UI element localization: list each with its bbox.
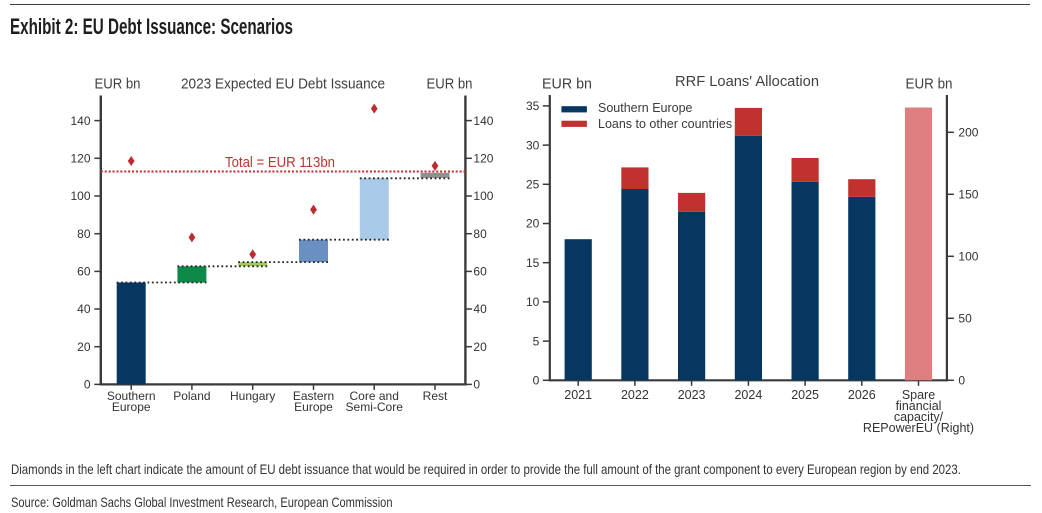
- svg-text:Spare: Spare: [902, 388, 935, 402]
- svg-text:Southern: Southern: [107, 389, 156, 403]
- svg-text:30: 30: [526, 138, 540, 152]
- svg-text:120: 120: [70, 152, 90, 166]
- svg-text:EUR bn: EUR bn: [427, 76, 473, 93]
- svg-text:140: 140: [473, 114, 493, 128]
- svg-text:20: 20: [473, 340, 487, 354]
- svg-text:Europe: Europe: [294, 400, 333, 414]
- svg-text:120: 120: [473, 152, 493, 166]
- svg-text:2023 Expected EU Debt Issuance: 2023 Expected EU Debt Issuance: [181, 76, 385, 93]
- svg-text:financial: financial: [896, 399, 942, 413]
- svg-text:2021: 2021: [564, 388, 592, 402]
- svg-text:Hungary: Hungary: [230, 389, 275, 403]
- svg-text:35: 35: [526, 99, 540, 113]
- svg-text:100: 100: [958, 250, 978, 264]
- svg-text:15: 15: [526, 256, 540, 270]
- svg-text:REPowerEU (Right): REPowerEU (Right): [863, 421, 974, 435]
- svg-text:0: 0: [84, 378, 91, 392]
- svg-text:2025: 2025: [791, 388, 819, 402]
- svg-text:100: 100: [473, 189, 493, 203]
- svg-text:80: 80: [473, 227, 487, 241]
- svg-text:EUR bn: EUR bn: [542, 76, 592, 93]
- svg-text:20: 20: [77, 340, 91, 354]
- svg-text:Rest: Rest: [423, 389, 448, 403]
- svg-text:60: 60: [77, 265, 91, 279]
- svg-text:Core and: Core and: [350, 389, 399, 403]
- svg-text:40: 40: [473, 302, 487, 316]
- svg-text:EUR bn: EUR bn: [906, 76, 953, 93]
- svg-text:2026: 2026: [848, 388, 876, 402]
- svg-text:Southern Europe: Southern Europe: [598, 101, 693, 115]
- svg-text:60: 60: [473, 265, 487, 279]
- svg-text:50: 50: [958, 312, 972, 326]
- svg-text:150: 150: [958, 188, 978, 202]
- svg-text:2024: 2024: [734, 388, 762, 402]
- svg-text:10: 10: [526, 295, 540, 309]
- svg-text:100: 100: [70, 189, 90, 203]
- svg-text:25: 25: [526, 178, 540, 192]
- svg-text:Eastern: Eastern: [293, 389, 334, 403]
- svg-text:0: 0: [958, 374, 965, 388]
- svg-text:Europe: Europe: [112, 400, 151, 414]
- svg-text:Total = EUR 113bn: Total = EUR 113bn: [225, 154, 335, 171]
- svg-text:200: 200: [958, 126, 978, 140]
- svg-text:2022: 2022: [621, 388, 649, 402]
- svg-text:20: 20: [526, 217, 540, 231]
- svg-text:EUR bn: EUR bn: [95, 76, 141, 93]
- svg-text:RRF Loans' Allocation: RRF Loans' Allocation: [675, 73, 819, 90]
- svg-text:2023: 2023: [678, 388, 706, 402]
- svg-text:Loans to other countries: Loans to other countries: [598, 117, 732, 131]
- svg-text:40: 40: [77, 302, 91, 316]
- svg-text:Semi-Core: Semi-Core: [346, 400, 404, 414]
- svg-text:140: 140: [70, 114, 90, 128]
- svg-text:capacity/: capacity/: [894, 410, 944, 424]
- svg-text:Poland: Poland: [173, 389, 210, 403]
- svg-text:0: 0: [533, 374, 540, 388]
- svg-text:0: 0: [473, 378, 480, 392]
- svg-text:5: 5: [533, 334, 540, 348]
- svg-text:80: 80: [77, 227, 91, 241]
